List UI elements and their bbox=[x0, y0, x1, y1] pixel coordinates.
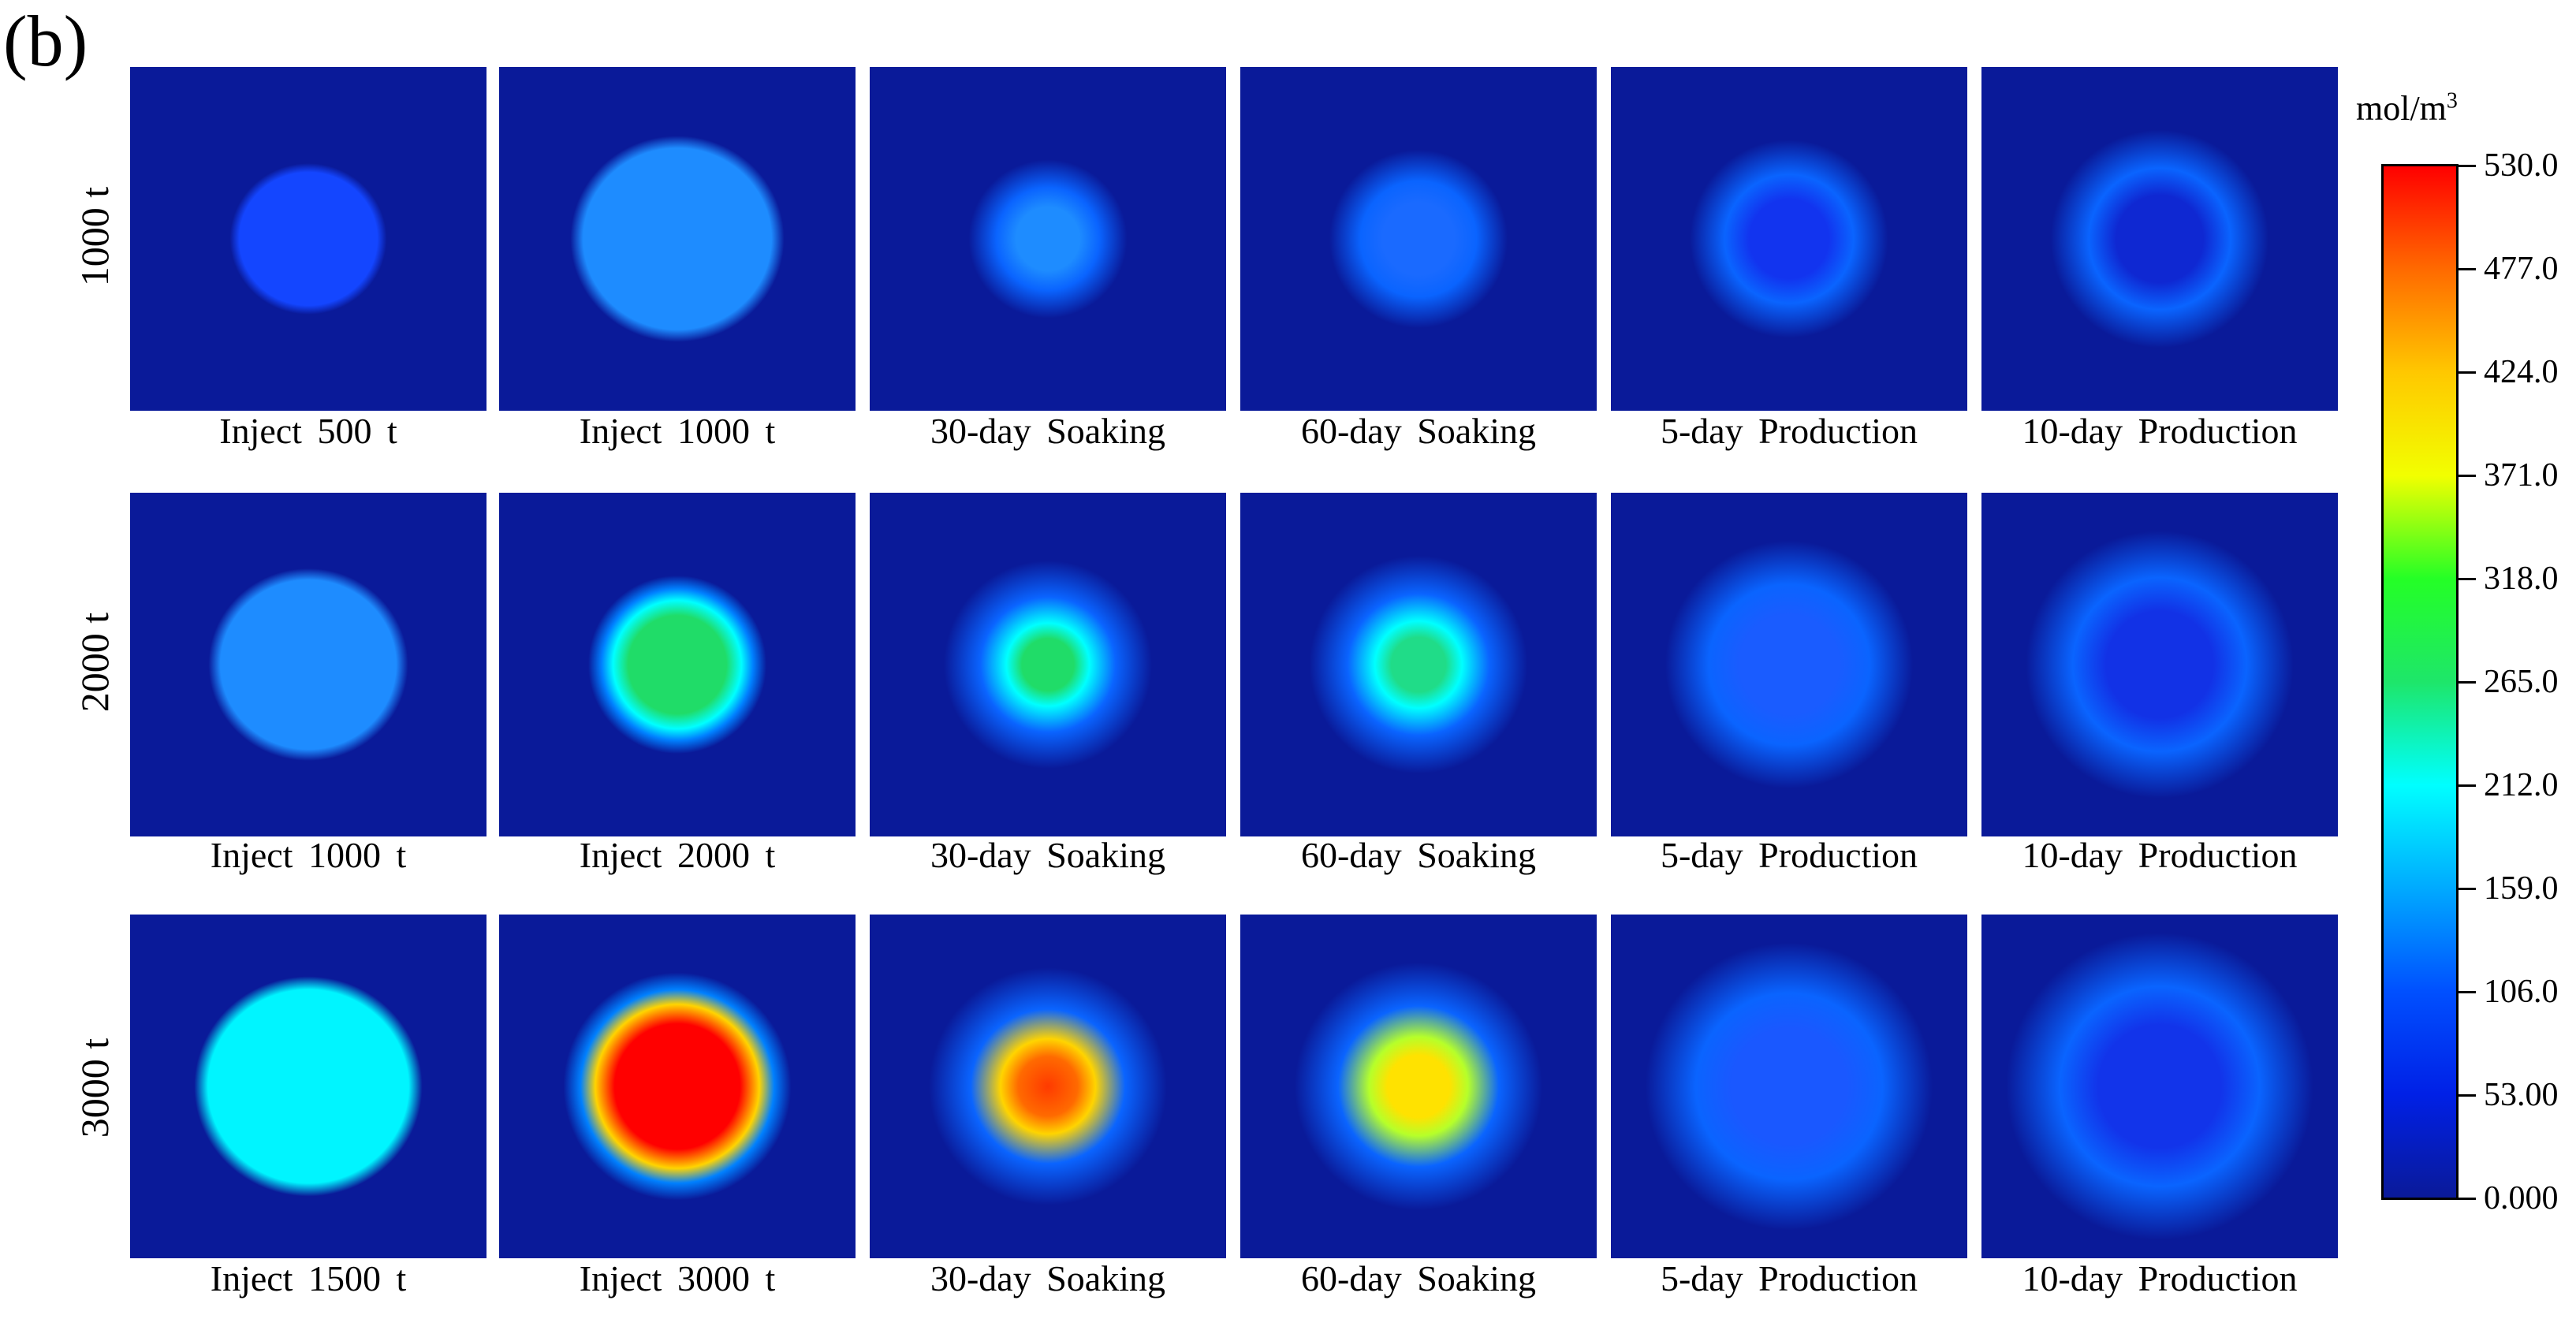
tile-caption: Inject 1500 t bbox=[210, 1258, 407, 1298]
tile-caption: 5-day Production bbox=[1660, 411, 1918, 451]
panel-label: (b) bbox=[3, 1, 88, 81]
colorbar-tick-mark bbox=[2459, 475, 2476, 477]
colorbar-tick-mark bbox=[2459, 1094, 2476, 1097]
concentration-plume bbox=[870, 493, 1226, 836]
colorbar-tick-mark bbox=[2459, 991, 2476, 993]
colorbar-tick-label: 212.0 bbox=[2484, 767, 2559, 803]
concentration-plume bbox=[1240, 915, 1597, 1258]
simulation-tile-r2-c4 bbox=[1240, 493, 1597, 836]
concentration-plume bbox=[130, 493, 486, 836]
simulation-tile-r1-c1 bbox=[130, 67, 486, 411]
simulation-tile-r1-c2 bbox=[499, 67, 856, 411]
row-label-3: 3000 t bbox=[73, 1038, 117, 1138]
concentration-plume bbox=[499, 915, 856, 1258]
colorbar-tick-mark bbox=[2459, 1198, 2476, 1200]
colorbar-unit: mol/m3 bbox=[2356, 88, 2458, 129]
simulation-tile-r1-c4 bbox=[1240, 67, 1597, 411]
concentration-plume bbox=[1981, 493, 2338, 836]
colorbar-tick-mark bbox=[2459, 165, 2476, 167]
tile-caption: 10-day Production bbox=[2022, 1258, 2298, 1298]
simulation-tile-r1-c3 bbox=[870, 67, 1226, 411]
colorbar-tick-label: 53.00 bbox=[2484, 1077, 2559, 1113]
tile-caption: 60-day Soaking bbox=[1300, 1258, 1536, 1298]
colorbar-tick-label: 0.000 bbox=[2484, 1180, 2559, 1216]
concentration-plume bbox=[1981, 915, 2338, 1258]
concentration-plume bbox=[130, 915, 486, 1258]
concentration-plume bbox=[499, 67, 856, 411]
concentration-plume bbox=[1611, 67, 1967, 411]
concentration-plume bbox=[130, 67, 486, 411]
colorbar-tick-label: 106.0 bbox=[2484, 974, 2559, 1010]
tile-caption: 10-day Production bbox=[2022, 411, 2298, 451]
simulation-tile-r2-c1 bbox=[130, 493, 486, 836]
tile-caption: 5-day Production bbox=[1660, 1258, 1918, 1298]
concentration-plume bbox=[870, 67, 1226, 411]
tile-caption: 30-day Soaking bbox=[930, 835, 1165, 875]
colorbar-unit-superscript: 3 bbox=[2446, 88, 2458, 114]
concentration-plume bbox=[1981, 67, 2338, 411]
simulation-tile-r2-c3 bbox=[870, 493, 1226, 836]
simulation-tile-r2-c6 bbox=[1981, 493, 2338, 836]
row-label-1: 1000 t bbox=[73, 186, 117, 287]
tile-caption: Inject 2000 t bbox=[579, 835, 776, 875]
colorbar-gradient bbox=[2381, 164, 2459, 1200]
tile-caption: 30-day Soaking bbox=[930, 411, 1165, 451]
simulation-tile-r3-c1 bbox=[130, 915, 486, 1258]
colorbar-tick-label: 265.0 bbox=[2484, 664, 2559, 700]
colorbar-tick-label: 159.0 bbox=[2484, 870, 2559, 907]
simulation-tile-r3-c6 bbox=[1981, 915, 2338, 1258]
colorbar-tick-mark bbox=[2459, 888, 2476, 890]
simulation-tile-r3-c4 bbox=[1240, 915, 1597, 1258]
concentration-plume bbox=[1611, 493, 1967, 836]
simulation-tile-r2-c5 bbox=[1611, 493, 1967, 836]
colorbar-tick-mark bbox=[2459, 371, 2476, 374]
tile-caption: Inject 1000 t bbox=[210, 835, 407, 875]
simulation-tile-r3-c2 bbox=[499, 915, 856, 1258]
colorbar-tick-mark bbox=[2459, 784, 2476, 787]
tile-caption: 60-day Soaking bbox=[1300, 835, 1536, 875]
concentration-plume bbox=[1240, 493, 1597, 836]
tile-caption: Inject 3000 t bbox=[579, 1258, 776, 1298]
tile-caption: 60-day Soaking bbox=[1300, 411, 1536, 451]
colorbar-tick-mark bbox=[2459, 578, 2476, 580]
tile-caption: 30-day Soaking bbox=[930, 1258, 1165, 1298]
simulation-tile-r2-c2 bbox=[499, 493, 856, 836]
colorbar-tick-mark bbox=[2459, 268, 2476, 270]
concentration-plume bbox=[870, 915, 1226, 1258]
concentration-plume bbox=[1611, 915, 1967, 1258]
simulation-tile-r3-c5 bbox=[1611, 915, 1967, 1258]
simulation-tile-r3-c3 bbox=[870, 915, 1226, 1258]
colorbar-unit-text: mol/m bbox=[2356, 89, 2447, 128]
colorbar-tick-label: 477.0 bbox=[2484, 251, 2559, 287]
tile-caption: Inject 500 t bbox=[219, 411, 397, 451]
tile-caption: 5-day Production bbox=[1660, 835, 1918, 875]
colorbar-tick-label: 318.0 bbox=[2484, 561, 2559, 597]
tile-caption: 10-day Production bbox=[2022, 835, 2298, 875]
simulation-tile-r1-c5 bbox=[1611, 67, 1967, 411]
tile-caption: Inject 1000 t bbox=[579, 411, 776, 451]
simulation-tile-r1-c6 bbox=[1981, 67, 2338, 411]
colorbar-tick-label: 371.0 bbox=[2484, 457, 2559, 494]
row-label-2: 2000 t bbox=[73, 612, 117, 713]
concentration-plume bbox=[1240, 67, 1597, 411]
concentration-plume bbox=[499, 493, 856, 836]
colorbar-tick-mark bbox=[2459, 681, 2476, 684]
colorbar-tick-label: 424.0 bbox=[2484, 354, 2559, 390]
colorbar-tick-label: 530.0 bbox=[2484, 147, 2559, 184]
